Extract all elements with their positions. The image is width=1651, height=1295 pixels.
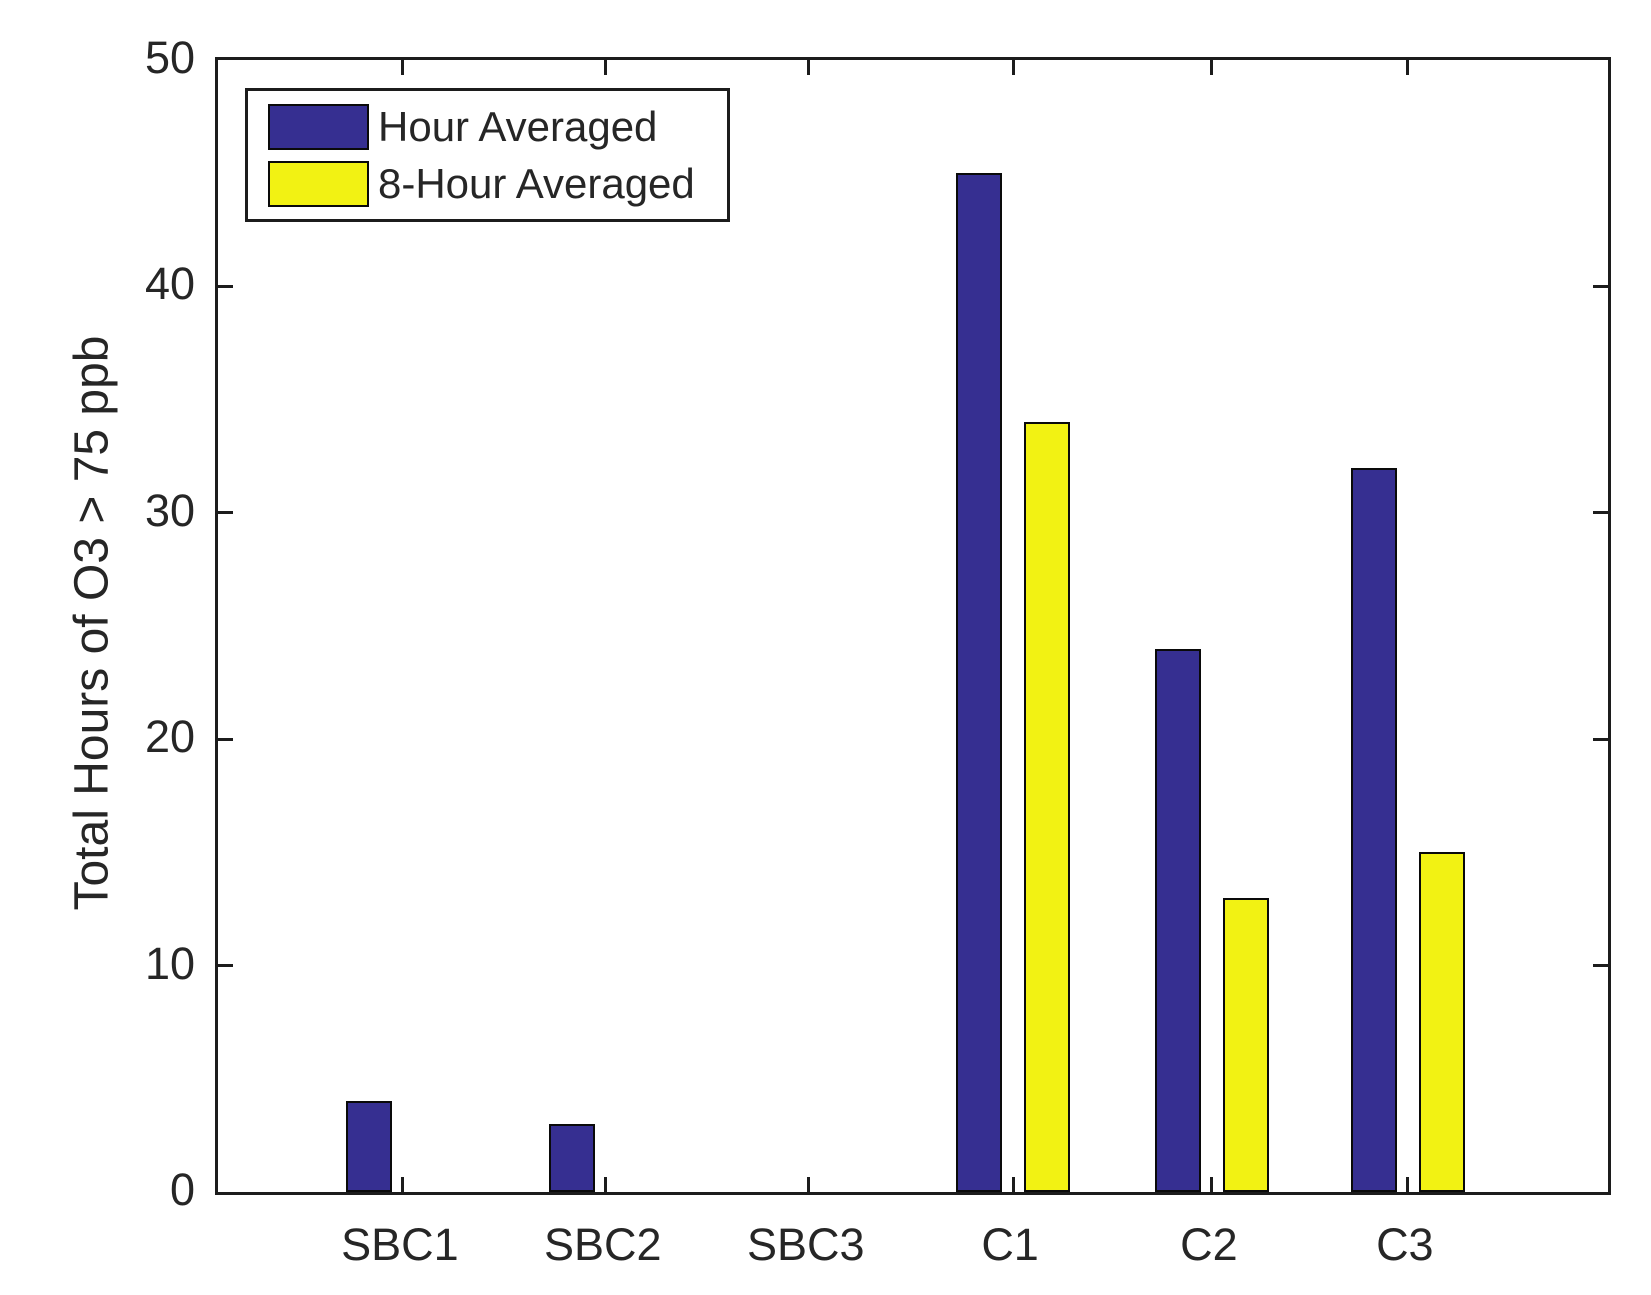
legend-label-8-hour-averaged: 8-Hour Averaged bbox=[378, 159, 695, 207]
y-axis-tick bbox=[218, 511, 233, 515]
y-tick-label-50: 50 bbox=[144, 32, 195, 83]
y-axis-tick bbox=[218, 964, 233, 968]
x-axis-tick bbox=[1406, 1177, 1410, 1192]
y-tick-label-10: 10 bbox=[144, 937, 195, 989]
x-axis-tick bbox=[401, 1177, 405, 1192]
plot-area bbox=[215, 57, 1611, 1195]
bar-C2-8hour bbox=[1222, 897, 1269, 1192]
x-tick-label-C1: C1 bbox=[981, 1219, 1039, 1270]
x-axis-tick bbox=[401, 60, 405, 75]
x-axis-tick bbox=[1210, 1177, 1214, 1192]
x-tick-label-SBC2: SBC2 bbox=[544, 1219, 662, 1270]
x-tick-label-SBC3: SBC3 bbox=[746, 1219, 865, 1270]
x-axis-tick bbox=[807, 60, 811, 75]
x-axis-tick bbox=[1011, 1177, 1015, 1192]
bar-C2-hour bbox=[1154, 648, 1201, 1192]
x-axis-tick bbox=[1210, 60, 1214, 75]
bar-SBC1-hour bbox=[345, 1101, 392, 1192]
bar-C1-hour bbox=[956, 173, 1003, 1192]
bar-C3-hour bbox=[1350, 467, 1397, 1192]
legend: Hour Averaged 8-Hour Averaged bbox=[245, 88, 730, 222]
bar-C1-8hour bbox=[1024, 422, 1071, 1192]
x-tick-label-SBC1: SBC1 bbox=[341, 1219, 459, 1270]
y-tick-label-0: 0 bbox=[169, 1164, 195, 1215]
legend-swatch-hour-averaged bbox=[268, 103, 369, 150]
x-axis-tick bbox=[1011, 60, 1015, 75]
y-axis-tick bbox=[1593, 964, 1608, 968]
y-axis-tick bbox=[1593, 737, 1608, 741]
bar-SBC2-hour bbox=[548, 1124, 595, 1192]
y-axis-tick bbox=[1593, 511, 1608, 515]
x-tick-label-C2: C2 bbox=[1180, 1219, 1238, 1270]
legend-label-hour-averaged: Hour Averaged bbox=[378, 102, 658, 150]
y-tick-label-30: 30 bbox=[144, 484, 195, 536]
legend-entry-8-hour-averaged: 8-Hour Averaged bbox=[268, 159, 727, 207]
y-axis-tick bbox=[218, 737, 233, 741]
x-tick-label-C3: C3 bbox=[1376, 1219, 1434, 1270]
x-axis-tick bbox=[807, 1177, 811, 1192]
bar-C3-8hour bbox=[1418, 852, 1465, 1192]
y-axis-tick bbox=[218, 284, 233, 288]
legend-entry-hour-averaged: Hour Averaged bbox=[268, 102, 727, 150]
y-tick-label-40: 40 bbox=[144, 258, 195, 310]
y-axis-label: Total Hours of O3 > 75 ppb bbox=[65, 335, 119, 911]
x-axis-tick bbox=[604, 1177, 608, 1192]
x-axis-tick bbox=[1406, 60, 1410, 75]
y-axis-tick bbox=[1593, 284, 1608, 288]
y-tick-label-20: 20 bbox=[144, 711, 195, 763]
x-axis-tick bbox=[604, 60, 608, 75]
legend-swatch-8-hour-averaged bbox=[268, 160, 369, 207]
